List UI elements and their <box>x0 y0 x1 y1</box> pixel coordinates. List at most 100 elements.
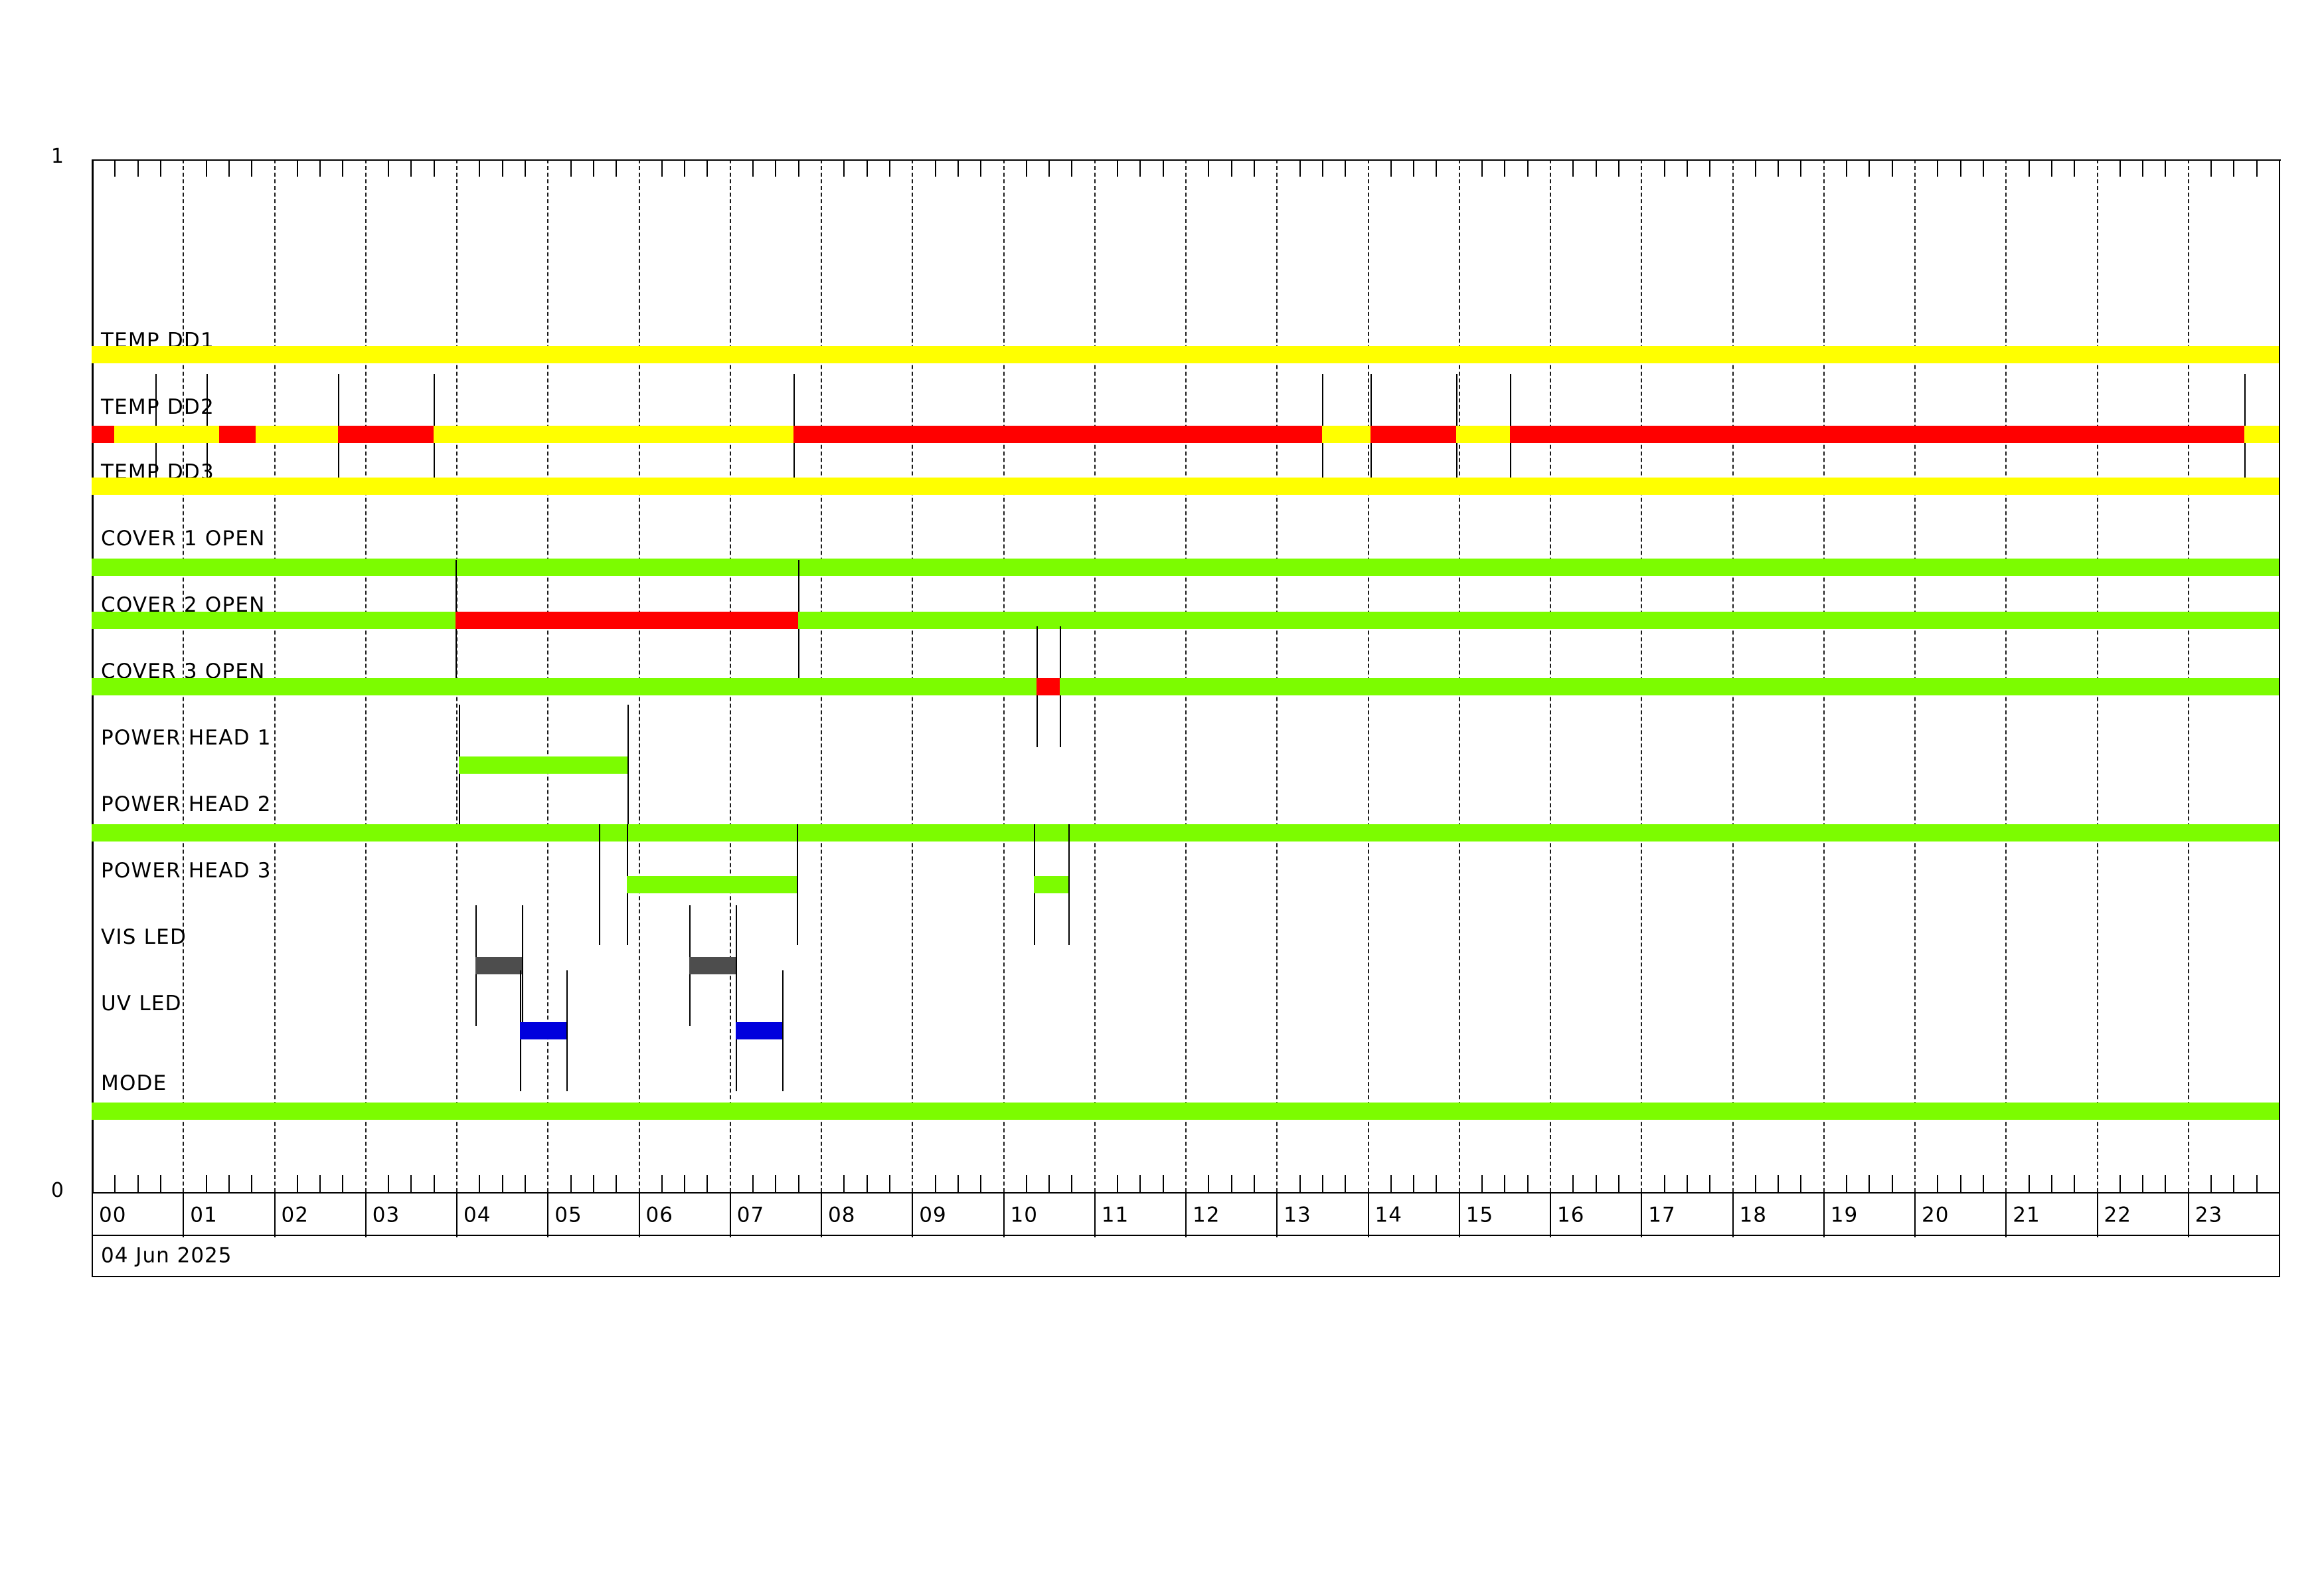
track-segment-alarm <box>92 426 115 443</box>
tick-top <box>1800 159 1802 177</box>
tick-top <box>888 159 890 177</box>
tick-top <box>866 159 868 177</box>
plot-area <box>92 159 2281 1194</box>
tick-top <box>2165 159 2167 177</box>
tick-top <box>159 159 161 177</box>
hour-cell-02: 02 <box>276 1194 367 1237</box>
tick-top <box>410 159 412 177</box>
tick-top <box>1413 159 1415 177</box>
tick-bottom <box>319 1175 321 1192</box>
gridline-hour-06 <box>638 159 640 1192</box>
gridline-hour-21 <box>2005 159 2007 1192</box>
hour-cell-01: 01 <box>184 1194 276 1237</box>
tick-top <box>1959 159 1961 177</box>
tick-top <box>1663 159 1665 177</box>
tick-bottom <box>1071 1175 1073 1192</box>
tick-top <box>1436 159 1438 177</box>
tick-bottom <box>1025 1175 1027 1192</box>
gridline-hour-13 <box>1276 159 1278 1192</box>
hour-cell-07: 07 <box>731 1194 822 1237</box>
hour-label: 19 <box>1830 1203 1859 1227</box>
track-bar-lane <box>0 824 2324 841</box>
tick-top <box>1891 159 1893 177</box>
tick-bottom <box>2119 1175 2121 1192</box>
tick-top <box>1139 159 1141 177</box>
tick-bottom <box>684 1175 686 1192</box>
tick-top <box>843 159 845 177</box>
tick-top <box>1595 159 1597 177</box>
tick-top <box>479 159 481 177</box>
tick-top <box>616 159 618 177</box>
tick-top <box>1778 159 1780 177</box>
tick-bottom <box>1937 1175 1939 1192</box>
tick-top <box>2210 159 2212 177</box>
tick-top <box>1846 159 1848 177</box>
tick-top <box>1937 159 1939 177</box>
tick-bottom <box>752 1175 754 1192</box>
hour-cell-04: 04 <box>457 1194 549 1237</box>
tick-bottom <box>957 1175 959 1192</box>
tick-bottom <box>1846 1175 1848 1192</box>
tick-top <box>388 159 390 177</box>
tick-bottom <box>1527 1175 1529 1192</box>
hour-cell-09: 09 <box>913 1194 1005 1237</box>
tick-top <box>2028 159 2030 177</box>
hour-label: 20 <box>1922 1203 1950 1227</box>
gridline-hour-02 <box>274 159 276 1192</box>
tick-top <box>1048 159 1050 177</box>
tick-bottom <box>2233 1175 2235 1192</box>
hour-cell-18: 18 <box>1734 1194 1825 1237</box>
tick-bottom <box>1230 1175 1232 1192</box>
tick-top <box>1253 159 1255 177</box>
tick-top <box>1390 159 1392 177</box>
tick-bottom <box>1436 1175 1438 1192</box>
tick-top <box>114 159 116 177</box>
hour-label: 08 <box>828 1203 856 1227</box>
tick-bottom <box>1618 1175 1619 1192</box>
track-segment-open <box>1037 678 1060 695</box>
track-segment-on <box>520 1022 567 1039</box>
hour-label: 04 <box>463 1203 491 1227</box>
tick-bottom <box>296 1175 298 1192</box>
gridline-hour-15 <box>1458 159 1460 1192</box>
tick-bottom <box>1595 1175 1597 1192</box>
track-segment-nominal <box>1321 426 1370 443</box>
tick-top <box>1686 159 1688 177</box>
gridline-hour-03 <box>365 159 367 1192</box>
tick-bottom <box>1663 1175 1665 1192</box>
gridline-hour-08 <box>821 159 822 1192</box>
hour-label: 21 <box>2013 1203 2040 1227</box>
track-label: POWER HEAD 3 <box>101 859 272 883</box>
tick-top <box>2050 159 2052 177</box>
tick-top <box>1230 159 1232 177</box>
gridline-hour-23 <box>2187 159 2189 1192</box>
track-segment-on <box>736 1022 783 1039</box>
tick-top <box>797 159 799 177</box>
tick-top <box>957 159 959 177</box>
track-label: TEMP DD2 <box>101 395 214 419</box>
date-label: 04 Jun 2025 <box>101 1243 232 1268</box>
tick-top <box>319 159 321 177</box>
tick-bottom <box>570 1175 572 1192</box>
hour-cell-05: 05 <box>548 1194 640 1237</box>
tick-top <box>1481 159 1483 177</box>
hour-cell-20: 20 <box>1916 1194 2007 1237</box>
tick-top <box>1117 159 1119 177</box>
track-segment-open <box>455 612 798 629</box>
tick-bottom <box>1686 1175 1688 1192</box>
tick-bottom <box>1868 1175 1870 1192</box>
tick-top <box>2233 159 2235 177</box>
tick-top <box>980 159 982 177</box>
tick-bottom <box>1345 1175 1347 1192</box>
track-segment-nominal <box>92 478 2279 495</box>
hour-label: 17 <box>1648 1203 1676 1227</box>
tick-top <box>1982 159 1984 177</box>
tick-top <box>501 159 503 177</box>
hour-label: 05 <box>554 1203 582 1227</box>
y-axis-label-bottom: 0 <box>50 1179 64 1202</box>
tick-bottom <box>228 1175 230 1192</box>
tick-bottom <box>661 1175 663 1192</box>
tick-top <box>1754 159 1756 177</box>
event-marker <box>521 905 523 1026</box>
hour-axis-strip: 00 01 02 03 04 05 06 07 08 09 10 11 12 13 14 15 16 17 18 19… <box>92 1192 2280 1237</box>
